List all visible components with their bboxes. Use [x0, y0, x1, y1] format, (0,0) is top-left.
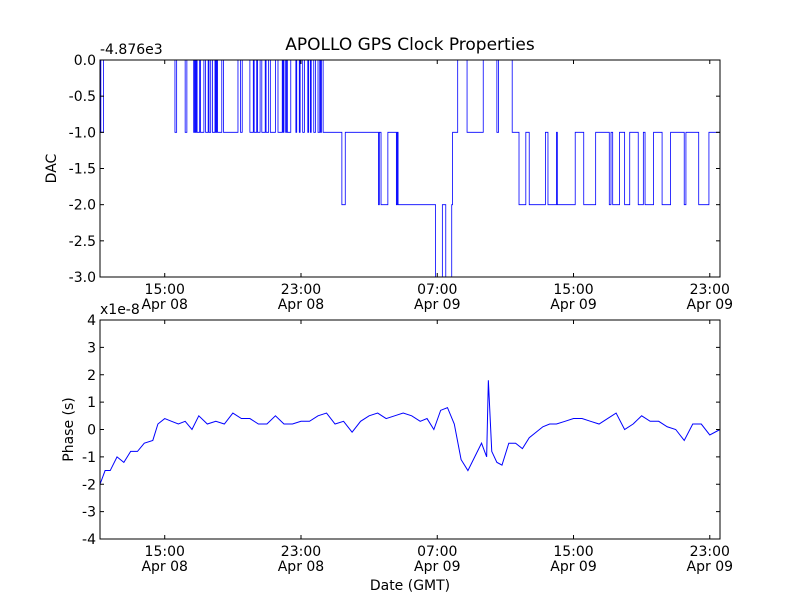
- x-axis-label: Date (GMT): [370, 578, 450, 594]
- phase-x-tick-date: Apr 09: [687, 559, 733, 575]
- dac-x-tick-time: 23:00: [690, 282, 730, 298]
- phase-y-tick-label: -3: [82, 505, 96, 521]
- phase-x-tick-date: Apr 08: [141, 559, 187, 575]
- dac-x-tick-date: Apr 08: [141, 297, 187, 313]
- dac-x-tick-date: Apr 09: [687, 297, 733, 313]
- phase-y-tick-label: 1: [87, 395, 96, 411]
- phase-x-tick-time: 15:00: [145, 544, 185, 560]
- phase-y-tick-label: 3: [87, 340, 96, 356]
- dac-y-tick-label: -2.5: [69, 234, 96, 250]
- phase-x-tick-time: 23:00: [281, 544, 321, 560]
- dac-x-tick-time: 15:00: [145, 282, 185, 298]
- dac-x-tick-date: Apr 08: [278, 297, 324, 313]
- chart-title: APOLLO GPS Clock Properties: [285, 35, 535, 55]
- dac-x-tick-date: Apr 09: [550, 297, 596, 313]
- phase-y-tick-label: 4: [87, 313, 96, 329]
- dac-x-tick-time: 07:00: [417, 282, 457, 298]
- dac-offset-label: -4.876e3: [100, 42, 163, 58]
- dac-y-tick-label: -1.0: [69, 125, 96, 141]
- phase-x-tick-time: 07:00: [417, 544, 457, 560]
- phase-x-tick-date: Apr 08: [278, 559, 324, 575]
- dac-y-tick-label: -2.0: [69, 198, 96, 214]
- phase-y-axis-label: Phase (s): [61, 397, 77, 461]
- phase-x-tick-time: 23:00: [690, 544, 730, 560]
- dac-y-tick-label: 0.0: [74, 53, 96, 69]
- dac-y-tick-label: -3.0: [69, 270, 96, 286]
- phase-y-tick-label: 0: [87, 423, 96, 439]
- dac-y-axis-label: DAC: [44, 153, 60, 183]
- phase-series-line: [100, 380, 720, 485]
- phase-y-tick-label: -2: [82, 477, 96, 493]
- dac-y-tick-label: -0.5: [69, 89, 96, 105]
- dac-x-tick-time: 15:00: [553, 282, 593, 298]
- dac-x-tick-time: 23:00: [281, 282, 321, 298]
- phase-x-tick-date: Apr 09: [550, 559, 596, 575]
- phase-offset-label: x1e-8: [100, 302, 140, 318]
- phase-y-tick-label: -1: [82, 450, 96, 466]
- phase-y-tick-label: -4: [82, 532, 96, 548]
- phase-x-tick-date: Apr 09: [414, 559, 460, 575]
- dac-series-line: [100, 60, 720, 277]
- phase-x-tick-time: 15:00: [553, 544, 593, 560]
- dac-y-tick-label: -1.5: [69, 162, 96, 178]
- dac-x-tick-date: Apr 09: [414, 297, 460, 313]
- phase-y-tick-label: 2: [87, 368, 96, 384]
